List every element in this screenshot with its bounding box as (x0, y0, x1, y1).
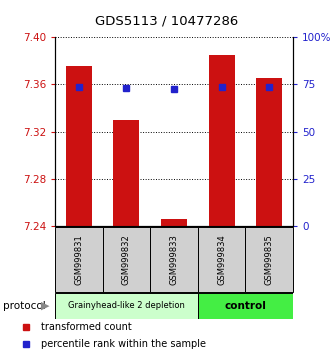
Text: GDS5113 / 10477286: GDS5113 / 10477286 (95, 15, 238, 28)
Text: ▶: ▶ (41, 301, 49, 311)
Text: GSM999831: GSM999831 (74, 234, 83, 285)
Bar (66, 67, 92, 226)
Bar (198, 293, 293, 319)
Bar (113, 120, 140, 226)
Text: GSM999832: GSM999832 (122, 234, 131, 285)
Bar (161, 219, 187, 226)
Bar (103, 227, 150, 292)
Text: percentile rank within the sample: percentile rank within the sample (42, 339, 206, 349)
Bar (198, 227, 245, 292)
Bar (208, 55, 235, 226)
Bar (256, 78, 282, 226)
Text: Grainyhead-like 2 depletion: Grainyhead-like 2 depletion (68, 301, 185, 310)
Text: GSM999834: GSM999834 (217, 234, 226, 285)
Bar (150, 227, 198, 292)
Bar (55, 293, 198, 319)
Bar (245, 227, 293, 292)
Text: control: control (224, 301, 266, 311)
Text: protocol: protocol (3, 301, 46, 311)
Text: GSM999833: GSM999833 (169, 234, 178, 285)
Text: GSM999835: GSM999835 (265, 234, 274, 285)
Bar (55, 227, 103, 292)
Text: transformed count: transformed count (42, 322, 132, 332)
